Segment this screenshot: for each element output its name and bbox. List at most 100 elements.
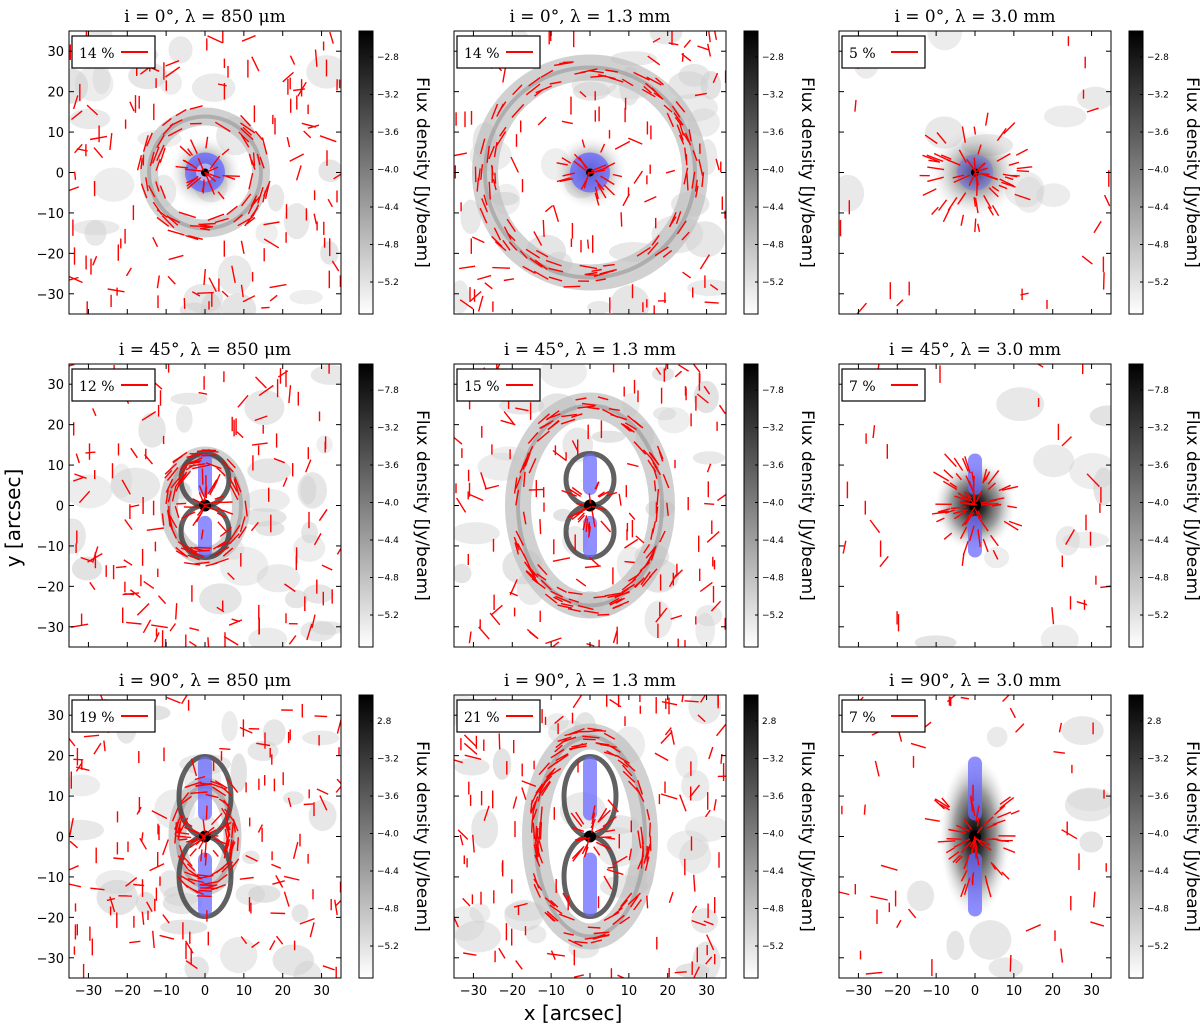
polarization-vector [469,493,484,502]
polarization-vector [256,153,261,166]
polarization-vector [644,195,657,203]
polarization-vector [151,146,160,164]
polarization-vector [156,275,160,289]
polarization-vector [603,911,620,922]
polarization-vector [477,274,492,281]
colorbar-tick-label: −3.2 [762,91,784,101]
polarization-vector [152,201,163,215]
polarization-vector [948,851,960,860]
polarization-vector [562,892,571,905]
polarization-vector [71,110,83,121]
colorbar-tick-label: −4.0 [762,166,784,176]
polarization-vector [616,590,630,598]
polarization-vector [217,541,229,548]
panel-1: 30 20 10 0 −10 −20 −30 i = 0°, λ = 850 μm 14 % −2… [37,7,432,315]
polarization-vector [970,795,974,810]
polarization-vector [200,529,204,540]
polarization-vector [990,861,997,870]
polarization-vector [213,838,230,846]
diffuse-emission [110,467,161,504]
polarization-vector [718,404,726,415]
colorbar-tick-label: −5.2 [1147,278,1169,288]
colorbar-tick-label: −3.6 [1147,461,1169,471]
polarization-vector [531,573,539,584]
polarization-vector [256,742,271,747]
diffuse-emission [256,564,301,593]
polarization-vector [194,546,212,549]
polarization-vector [579,264,598,270]
polarization-vector [964,456,971,474]
polarization-vector [515,960,523,970]
polarization-vector [961,514,973,527]
polarization-vector [594,481,600,490]
polarization-vector [604,162,616,169]
polarization-vector [468,631,472,644]
polarization-vector [179,470,192,485]
polarization-vector [561,157,572,164]
diffuse-emission [455,920,502,953]
polarization-vector [944,453,957,468]
polarization-vector [647,55,661,66]
polarization-vector [712,72,719,84]
polarization-vector [571,486,583,496]
polarization-vector [693,874,696,892]
colorbar-tick-label: −3.6 [1147,128,1169,138]
polarization-vector [550,950,556,960]
polarization-vector [533,231,543,246]
polarization-vector [233,214,243,223]
y-tick-label: −30 [37,952,64,967]
polarization-vector [458,265,476,270]
polarization-vector [90,887,105,891]
polarization-vector [708,746,714,760]
diffuse-emission [685,815,726,842]
polarization-vector [601,408,619,418]
polarization-vector [590,939,603,944]
diffuse-emission [907,880,935,912]
colorbar-tick-label: −4.4 [762,867,784,877]
polarization-vector [839,891,850,896]
polarization-vector [246,217,256,225]
polarization-vector [214,217,229,224]
polarization-vector [940,154,952,160]
polarization-vector [525,83,541,96]
panel-5: i = 45°, λ = 1.3 mm 15 % −7.8 −3.2 −3.6 −4.0 −… [453,340,817,648]
polarization-vector [123,559,133,566]
diffuse-emission [678,63,710,87]
polarization-vector [524,452,531,467]
polarization-vector [1065,529,1076,545]
polarization-vector [1086,473,1100,488]
polarization-vector [579,157,588,169]
polarization-vector [590,818,596,829]
polarization-vector [955,472,963,481]
polarization-vector [593,595,607,599]
polarization-vector [966,494,976,506]
polarization-vector [978,518,989,532]
panel-title: i = 90°, λ = 1.3 mm [504,671,676,691]
polarization-vector [575,811,585,825]
y-tick-label: −10 [37,207,64,222]
diffuse-emission [1077,86,1111,111]
polarization-vector [335,785,341,793]
colorbar [358,363,374,648]
polarization-vector [650,457,658,469]
polarization-vector [700,695,707,703]
polarization-vector [190,758,198,777]
polarization-vector [532,873,540,889]
polarization-vector [201,454,217,457]
polarization-vector [229,839,233,855]
colorbar-tick-label: −3.2 [377,755,399,765]
polarization-vector [586,239,590,249]
polarization-vector [140,183,148,199]
polarization-vector [141,911,145,925]
polarization-vector [199,227,211,231]
polarization-vector [910,742,926,749]
polarization-vector [945,509,955,514]
polarization-vector [604,592,623,597]
polarization-vector [222,547,234,557]
polarization-vector [617,759,629,768]
polarization-vector [550,748,565,759]
polarization-vector [522,511,527,525]
diffuse-emission [587,300,612,314]
polarization-vector [983,816,994,826]
polarization-vector [124,593,135,596]
